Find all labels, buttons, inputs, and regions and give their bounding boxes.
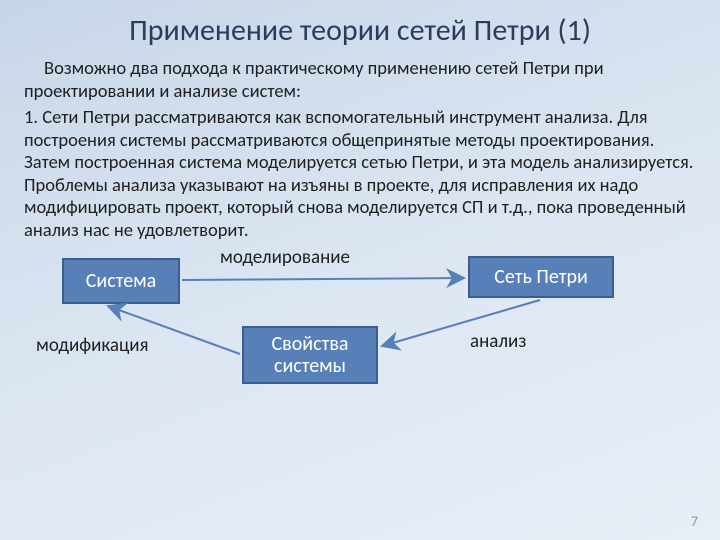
diagram-arrows [0, 246, 720, 411]
paragraph-intro: Возможно два подхода к практическому при… [24, 57, 696, 102]
page-number: 7 [691, 513, 698, 530]
paragraph-item1: 1. Сети Петри рассматриваются как вспомо… [24, 106, 696, 241]
slide-body: Возможно два подхода к практическому при… [0, 57, 720, 242]
diagram: Система Сеть Петри Свойства системы моде… [0, 246, 720, 411]
slide-title: Применение теории сетей Петри (1) [0, 0, 720, 55]
